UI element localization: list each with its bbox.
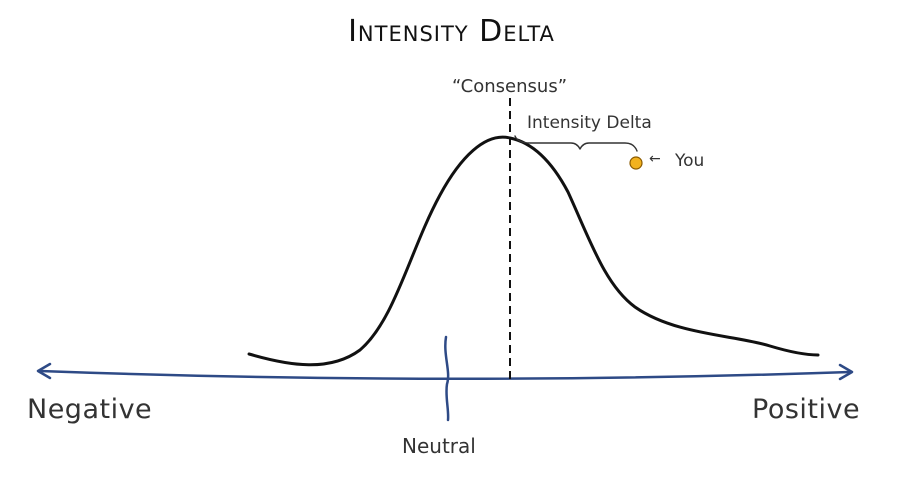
positive-label: Positive (752, 394, 861, 425)
you-arrow-icon: ← (649, 151, 661, 167)
neutral-tick (444, 335, 450, 422)
consensus-label: “Consensus” (452, 76, 568, 97)
axis-left-arrowhead (36, 362, 52, 380)
axis-right-arrowhead (838, 363, 854, 381)
negative-label: Negative (27, 394, 153, 425)
you-label: You (675, 151, 705, 171)
sentiment-axis-line (38, 369, 852, 381)
you-marker (629, 156, 643, 170)
intensity-delta-brace (514, 135, 638, 152)
neutral-label: Neutral (402, 434, 476, 458)
diagram-title: Intensity Delta (348, 14, 555, 49)
intensity-delta-label: Intensity Delta (527, 113, 652, 133)
distribution-curve (247, 135, 820, 367)
